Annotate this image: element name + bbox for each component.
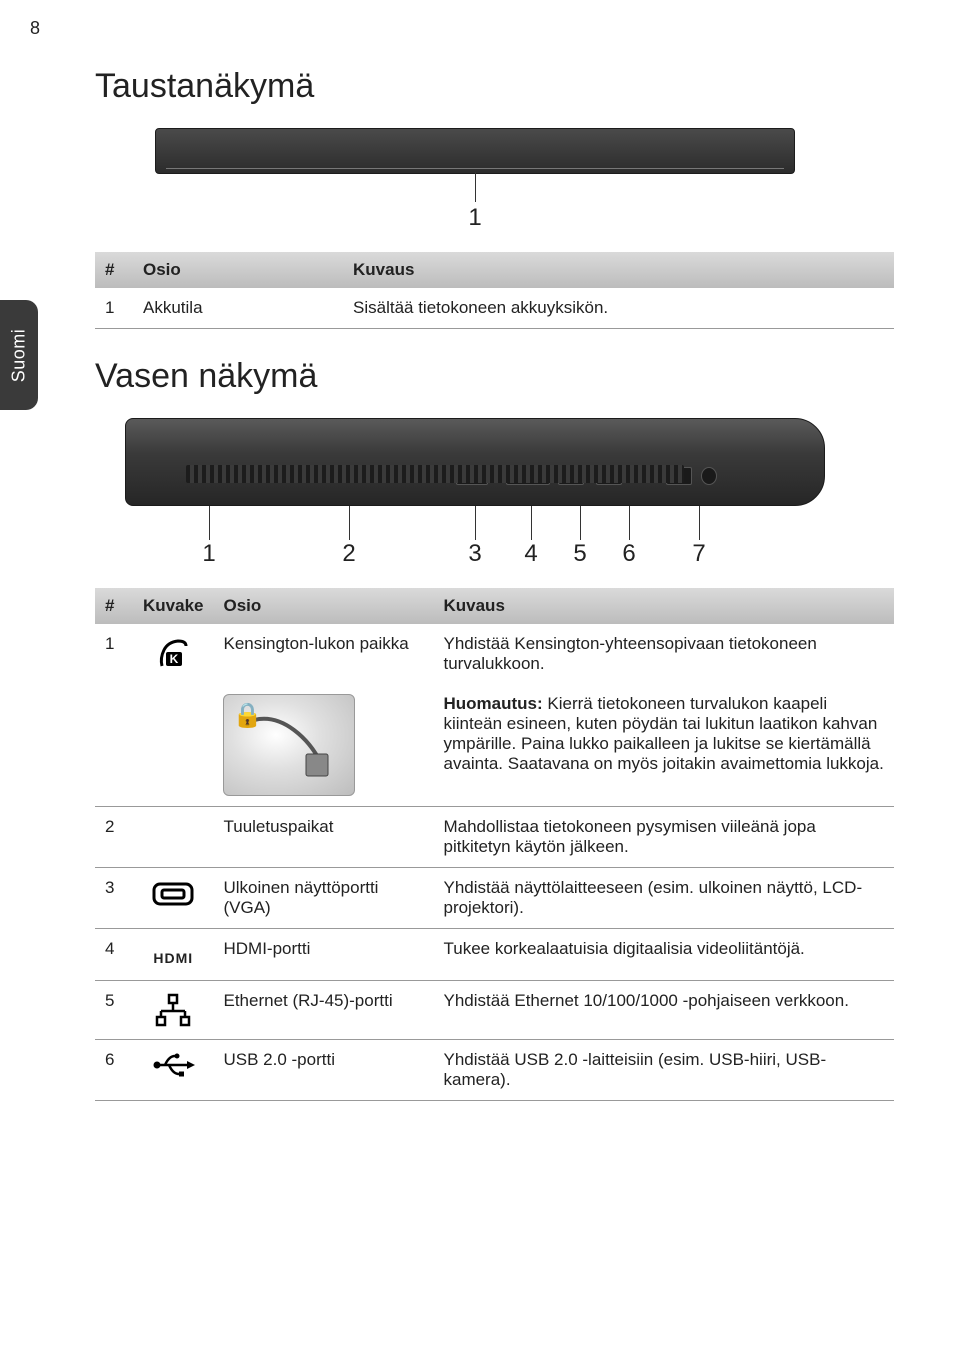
table-row: 5 Ethernet (RJ-45)-portti Yhdistää Ether… [95,981,894,1040]
callout-tick [349,506,350,540]
page-number: 8 [0,0,954,39]
rear-callout-label-row: 1 [155,204,795,232]
col-kuvake: Kuvake [133,588,213,624]
col-hash: # [95,252,133,288]
lock-illustration-cell2 [213,684,433,807]
hdmi-icon: HDMI [133,929,213,981]
note-label: Huomautus: [443,694,542,713]
cell-num: 4 [95,929,133,981]
language-tab-container: Suomi [0,300,38,410]
table-row: 4 HDMI HDMI-portti Tukee korkealaatuisia… [95,929,894,981]
usb-icon [133,1040,213,1101]
cell-kuvaus: Sisältää tietokoneen akkuyksikön. [343,288,894,329]
cell-num: 6 [95,1040,133,1101]
callout-tick [475,506,476,540]
cell-osio: HDMI-portti [213,929,433,981]
cell-num: 5 [95,981,133,1040]
lock-illustration-cell [133,684,213,807]
callout-tick [580,506,581,540]
rear-section-title: Taustanäkymä [95,67,894,106]
callout-tick [699,506,700,540]
svg-text:K: K [170,652,179,666]
rear-device-figure: 1 [155,128,795,232]
table-header-row: # Kuvake Osio Kuvaus [95,588,894,624]
col-osio: Osio [133,252,343,288]
callout-number: 5 [573,540,586,568]
col-kuvaus: Kuvaus [433,588,894,624]
left-section-title: Vasen näkymä [95,357,894,396]
table-row: 3 Ulkoinen näyttöportti (VGA) Yhdistää n… [95,868,894,929]
col-hash: # [95,588,133,624]
no-icon [133,807,213,868]
callout-number: 7 [692,540,705,568]
cell-osio: USB 2.0 -portti [213,1040,433,1101]
side-device-placeholder [125,418,825,506]
callout-tick [629,506,630,540]
col-kuvaus: Kuvaus [343,252,894,288]
col-osio: Osio [213,588,433,624]
rear-callout-1: 1 [468,204,481,232]
table-row: 2 Tuuletuspaikat Mahdollistaa tietokonee… [95,807,894,868]
cell-num: 3 [95,868,133,929]
callout-tick [209,506,210,540]
lock-illustration [223,694,355,796]
language-tab: Suomi [0,300,38,410]
ethernet-icon [133,981,213,1040]
cell-num: 1 [95,288,133,329]
callout-number: 6 [622,540,635,568]
cell-kuvaus: Mahdollistaa tietokoneen pysymisen viile… [433,807,894,868]
rear-spec-table: # Osio Kuvaus 1 Akkutila Sisältää tietok… [95,252,894,329]
cell-osio: Ethernet (RJ-45)-portti [213,981,433,1040]
cell-num: 1 [95,624,133,684]
cell-osio: Ulkoinen näyttöportti (VGA) [213,868,433,929]
side-callout-ticks [125,506,825,540]
cell-note: Huomautus: Kierrä tietokoneen turvalukon… [433,684,894,807]
table-row: 6 USB 2.0 -portti Yhdistää USB 2.0 -lait… [95,1040,894,1101]
language-tab-label: Suomi [9,328,30,382]
vga-icon [133,868,213,929]
left-spec-table: # Kuvake Osio Kuvaus 1 K Kensington-luko… [95,588,894,1101]
rear-callout-tick [155,172,795,202]
table-row: 1 Akkutila Sisältää tietokoneen akkuyksi… [95,288,894,329]
left-device-figure: 1 2 3 4 5 6 7 [125,418,825,568]
cell-kuvaus: Yhdistää näyttölaitteeseen (esim. ulkoin… [433,868,894,929]
rear-device-placeholder [155,128,795,174]
callout-number: 3 [468,540,481,568]
kensington-lock-icon: K [133,624,213,684]
table-header-row: # Osio Kuvaus [95,252,894,288]
callout-number: 1 [202,540,215,568]
cell-kuvaus: Tukee korkealaatuisia digitaalisia video… [433,929,894,981]
side-callout-labels: 1 2 3 4 5 6 7 [125,540,825,568]
cell-osio: Akkutila [133,288,343,329]
cell-kuvaus: Yhdistää USB 2.0 -laitteisiin (esim. USB… [433,1040,894,1101]
cell-osio: Kensington-lukon paikka [213,624,433,684]
callout-tick [531,506,532,540]
table-row: 1 K Kensington-lukon paikka Yhdistää Ken… [95,624,894,684]
cell-kuvaus: Yhdistää Ethernet 10/100/1000 -pohjaisee… [433,981,894,1040]
callout-number: 4 [524,540,537,568]
table-row: Huomautus: Kierrä tietokoneen turvalukon… [95,684,894,807]
cell-osio: Tuuletuspaikat [213,807,433,868]
callout-number: 2 [342,540,355,568]
cell-kuvaus: Yhdistää Kensington-yhteensopivaan tieto… [433,624,894,684]
cell-num: 2 [95,807,133,868]
